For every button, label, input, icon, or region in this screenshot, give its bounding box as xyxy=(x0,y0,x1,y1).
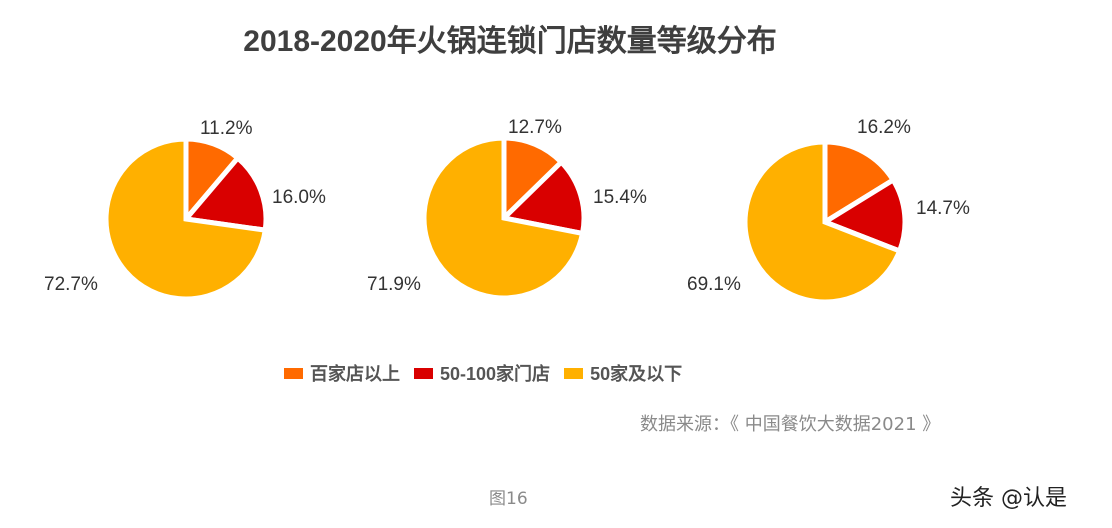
legend-label: 百家店以上 xyxy=(310,364,400,384)
legend-swatch xyxy=(284,367,303,379)
legend-swatch xyxy=(414,367,433,379)
watermark: 头条 @认是 xyxy=(950,486,1067,511)
pie-chart-2018 xyxy=(103,136,269,302)
figure-caption: 图16 xyxy=(489,489,528,509)
pie-chart-2019 xyxy=(421,135,587,301)
pie-slice xyxy=(498,158,587,237)
pie-2018-label-mid: 16.0% xyxy=(272,187,326,208)
legend: 百家店以上 50-100家门店 50家及以下 xyxy=(284,360,696,386)
pie-2019-label-top: 12.7% xyxy=(508,117,562,138)
pie-2018-label-top: 11.2% xyxy=(200,118,253,139)
legend-item-50-below: 50家及以下 xyxy=(564,360,682,386)
pie-2019-label-main: 71.9% xyxy=(367,274,421,295)
legend-label: 50-100家门店 xyxy=(440,364,551,384)
pie-2019-label-mid: 15.4% xyxy=(593,187,647,208)
chart-title: 2018-2020年火锅连锁门店数量等级分布 xyxy=(243,25,777,58)
data-source: 数据来源：《 中国餐饮大数据2021 》 xyxy=(640,414,941,435)
legend-item-50-100: 50-100家门店 xyxy=(414,360,550,386)
pie-slice xyxy=(421,135,586,301)
pie-slice xyxy=(742,139,903,305)
pie-2020-label-top: 16.2% xyxy=(857,117,911,138)
pie-slice xyxy=(103,136,269,302)
pie-2020-label-mid: 14.7% xyxy=(916,198,970,219)
legend-item-100plus: 百家店以上 xyxy=(284,360,400,386)
pie-2020-label-main: 69.1% xyxy=(687,274,741,295)
legend-label: 50家及以下 xyxy=(590,364,683,384)
legend-swatch xyxy=(564,367,584,379)
pie-slice xyxy=(181,154,269,233)
pie-slice xyxy=(819,176,908,255)
pie-2018-label-main: 72.7% xyxy=(44,274,98,295)
pie-chart-2020 xyxy=(742,139,908,305)
pie-slice xyxy=(822,139,897,227)
